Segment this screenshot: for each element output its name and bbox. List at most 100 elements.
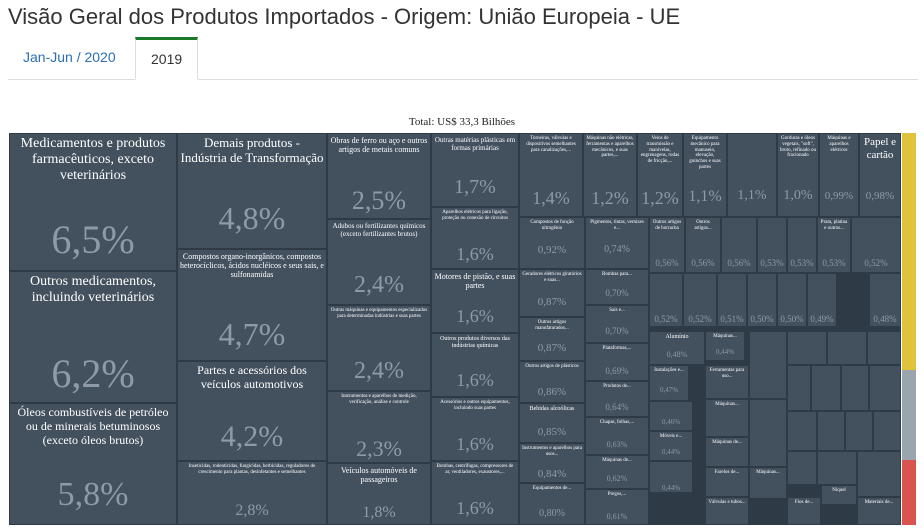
treemap-cell[interactable]: Níquel	[821, 485, 857, 505]
treemap-cell[interactable]: Adubos ou fertilizantes químicos (exceto…	[327, 219, 431, 305]
treemap-cell[interactable]: Equipamentos de... 0,80%	[519, 483, 585, 525]
treemap-cell[interactable]: Alumínio 0,48%	[649, 331, 705, 365]
treemap-cell[interactable]: Farelos de...	[705, 467, 749, 497]
treemap-cell[interactable]: Máquinas...	[705, 399, 749, 437]
treemap-cell[interactable]: 0,46%	[649, 401, 693, 431]
treemap-cell[interactable]: Outros artigos de borracha 0,56%	[649, 217, 685, 273]
treemap-cell[interactable]: Produtos de... 0,64%	[585, 381, 649, 417]
treemap-cell-label: Instrumentos e aparelhos de medição, ver…	[341, 394, 417, 405]
treemap-cell-small[interactable]	[811, 365, 841, 411]
treemap-cell[interactable]: Veículos automóveis de passageiros 1,8%	[327, 463, 431, 525]
treemap-cell-small[interactable]	[787, 365, 811, 411]
treemap-cell[interactable]: Materiais de...	[857, 497, 901, 525]
treemap-cell[interactable]: Demais produtos - Indústria de Transform…	[177, 133, 327, 249]
treemap-cell[interactable]: Prata, platina e outros... 0,53%	[817, 217, 851, 273]
treemap-cell[interactable]: Compostos organo-inorgânicos, compostos …	[177, 249, 327, 361]
treemap-cell[interactable]: Máquinas não elétricas, ferramentas e ap…	[583, 133, 637, 217]
treemap-cell[interactable]: Máquinas de...	[705, 437, 749, 467]
treemap-cell[interactable]: 0,52%	[851, 217, 901, 273]
treemap-cell-small[interactable]	[787, 451, 817, 485]
treemap-cell[interactable]: Chapas, folhas,... 0,63%	[585, 417, 649, 455]
treemap-cell-value: 1,4%	[532, 188, 570, 208]
treemap-cell[interactable]: 0,52%	[649, 273, 683, 327]
treemap-cell[interactable]: Equipamento mecânico para manuseio, elev…	[683, 133, 727, 217]
treemap-cell[interactable]: Ferramentas para uso...	[705, 365, 749, 399]
treemap-cell[interactable]: 0,52%	[683, 273, 717, 327]
treemap-cell[interactable]: Motores de pistão, e suas partes 1,6%	[431, 269, 519, 333]
treemap-cell[interactable]: 0,44%	[649, 461, 693, 493]
treemap-cell[interactable]: Sais e... 0,70%	[585, 305, 649, 343]
tab-2019[interactable]: 2019	[135, 37, 199, 80]
treemap-cell-label: Outros produtos diversos das indústrias …	[440, 336, 510, 349]
treemap-cell[interactable]: 0,49%	[807, 273, 837, 327]
treemap-cell[interactable]: Medicamentos e produtos farmacêuticos, e…	[9, 133, 177, 271]
treemap-cell[interactable]: Óleos combustíveis de petróleo ou de min…	[9, 403, 177, 525]
treemap-cell[interactable]: Instrumentos e aparelhos para usos... 0,8…	[519, 443, 585, 483]
treemap-cell-small[interactable]	[749, 331, 787, 399]
treemap-cell-small[interactable]	[841, 365, 869, 411]
treemap-cell[interactable]: Outros artigos manufaturados... 0,87%	[519, 317, 585, 361]
treemap-cell-label: Inseticidas, rodenticidas, fungicidas, h…	[188, 464, 316, 475]
treemap-cell[interactable]: Aparelhos elétricos para ligação, proteç…	[431, 207, 519, 269]
treemap-cell-small[interactable]	[867, 331, 901, 365]
treemap-cell[interactable]: Máquinas... 0,44%	[705, 331, 745, 361]
treemap-cell[interactable]: Máquinas e aparelhos elétricos 0,99%	[819, 133, 859, 217]
treemap-cell-small[interactable]	[749, 399, 787, 467]
treemap-cell-value: 1,6%	[456, 498, 494, 518]
treemap-cell-small[interactable]	[827, 331, 867, 365]
treemap-total: Total: US$ 33,3 Bilhões	[408, 116, 516, 128]
treemap-cell-small[interactable]	[787, 331, 827, 365]
treemap-cell[interactable]: Instalações e... 0,47%	[649, 365, 689, 401]
treemap-cell[interactable]: Geradores elétricos giratórios e suas...…	[519, 269, 585, 317]
treemap-cell[interactable]: Outros artigos... 0,56%	[685, 217, 721, 273]
treemap-cell[interactable]: Outros produtos diversos das indústrias …	[431, 333, 519, 397]
treemap-cell-small[interactable]	[817, 451, 857, 485]
treemap-cell[interactable]: Válvulas e tubos...	[705, 497, 749, 525]
treemap-cell[interactable]: Obras de ferro ou aço e outros artigos d…	[327, 133, 431, 219]
treemap-cell-label: Instalações e...	[654, 368, 684, 373]
treemap-cell[interactable]: Gorduras e óleos vegetais, "soft", bruto…	[777, 133, 819, 217]
treemap-cell[interactable]: Acessórios e outros equipamentos, inclui…	[431, 397, 519, 461]
treemap-cell[interactable]: Outros artigos de plásticos 0,86%	[519, 361, 585, 403]
treemap-cell[interactable]: Pregos,... 0,61%	[585, 489, 649, 525]
treemap-cell[interactable]: 0,50%	[777, 273, 807, 327]
treemap-cell[interactable]: 0,48%	[869, 273, 901, 327]
treemap-cell[interactable]: 0,51%	[717, 273, 747, 327]
treemap-cell[interactable]: Partes e acessórios dos veículos automot…	[177, 361, 327, 461]
treemap-cell-small[interactable]	[817, 411, 845, 451]
treemap-cell[interactable]: Máquinas...	[749, 467, 787, 499]
treemap-cell-small[interactable]	[787, 411, 817, 451]
treemap-cell-small[interactable]	[869, 365, 901, 411]
treemap-cell[interactable]: Máquinas de... 0,62%	[585, 455, 649, 489]
treemap-cell-small[interactable]	[873, 411, 901, 451]
treemap-cell[interactable]: Bombas, centrífugas, compressores de ar,…	[431, 461, 519, 525]
treemap-cell[interactable]: Bombas para... 0,70%	[585, 269, 649, 305]
treemap-cell[interactable]: Papel e cartão 0,98%	[859, 133, 901, 217]
treemap-cell-label: Equipamento mecânico para manuseio, elev…	[689, 136, 721, 170]
treemap-cell[interactable]: Veios de transmissão e manivelas, engren…	[637, 133, 683, 217]
treemap-cell[interactable]: Instrumentos e aparelhos de medição, ver…	[327, 391, 431, 463]
treemap-cell[interactable]: Bebidas alcoólicas 0,85%	[519, 403, 585, 443]
treemap-cell[interactable]: Compostos de função nitrogênio 0,92%	[519, 217, 585, 269]
treemap-cell[interactable]: Móveis e... 0,44%	[649, 431, 693, 461]
treemap-cell[interactable]: 0,56%	[721, 217, 757, 273]
treemap-cell[interactable]: Pigmentos, tintas, vernizes e... 0,74%	[585, 217, 649, 269]
treemap-cell[interactable]: 0,53%	[757, 217, 787, 273]
treemap-cell[interactable]: Inseticidas, rodenticidas, fungicidas, h…	[177, 461, 327, 525]
treemap-cell-small[interactable]	[857, 451, 901, 497]
treemap-cell[interactable]: Outros medicamentos, incluindo veterinár…	[9, 271, 177, 403]
treemap-cell[interactable]: 0,50%	[747, 273, 777, 327]
treemap-cell-value: 0,98%	[865, 190, 895, 202]
treemap-cell[interactable]: Outras máquinas e equipamentos especiali…	[327, 305, 431, 391]
treemap-cell-small[interactable]	[845, 411, 873, 451]
treemap-cell-value: 0,44%	[661, 448, 681, 456]
treemap-cell[interactable]: Torneiras, válvulas e dispositivos semel…	[519, 133, 583, 217]
tab-jan-jun-2020[interactable]: Jan-Jun / 2020	[23, 49, 116, 65]
treemap-cell[interactable]: 1,1%	[727, 133, 777, 217]
treemap-cell-label: Outras máquinas e equipamentos especiali…	[330, 308, 428, 319]
treemap-cell-value: 0,61%	[606, 512, 628, 521]
treemap-cell[interactable]: 0,53%	[787, 217, 817, 273]
treemap-cell[interactable]: Plataformas,... 0,69%	[585, 343, 649, 381]
treemap-cell[interactable]: Outras matérias plásticas em formas prim…	[431, 133, 519, 207]
treemap-cell[interactable]: Fios de...	[787, 497, 821, 525]
